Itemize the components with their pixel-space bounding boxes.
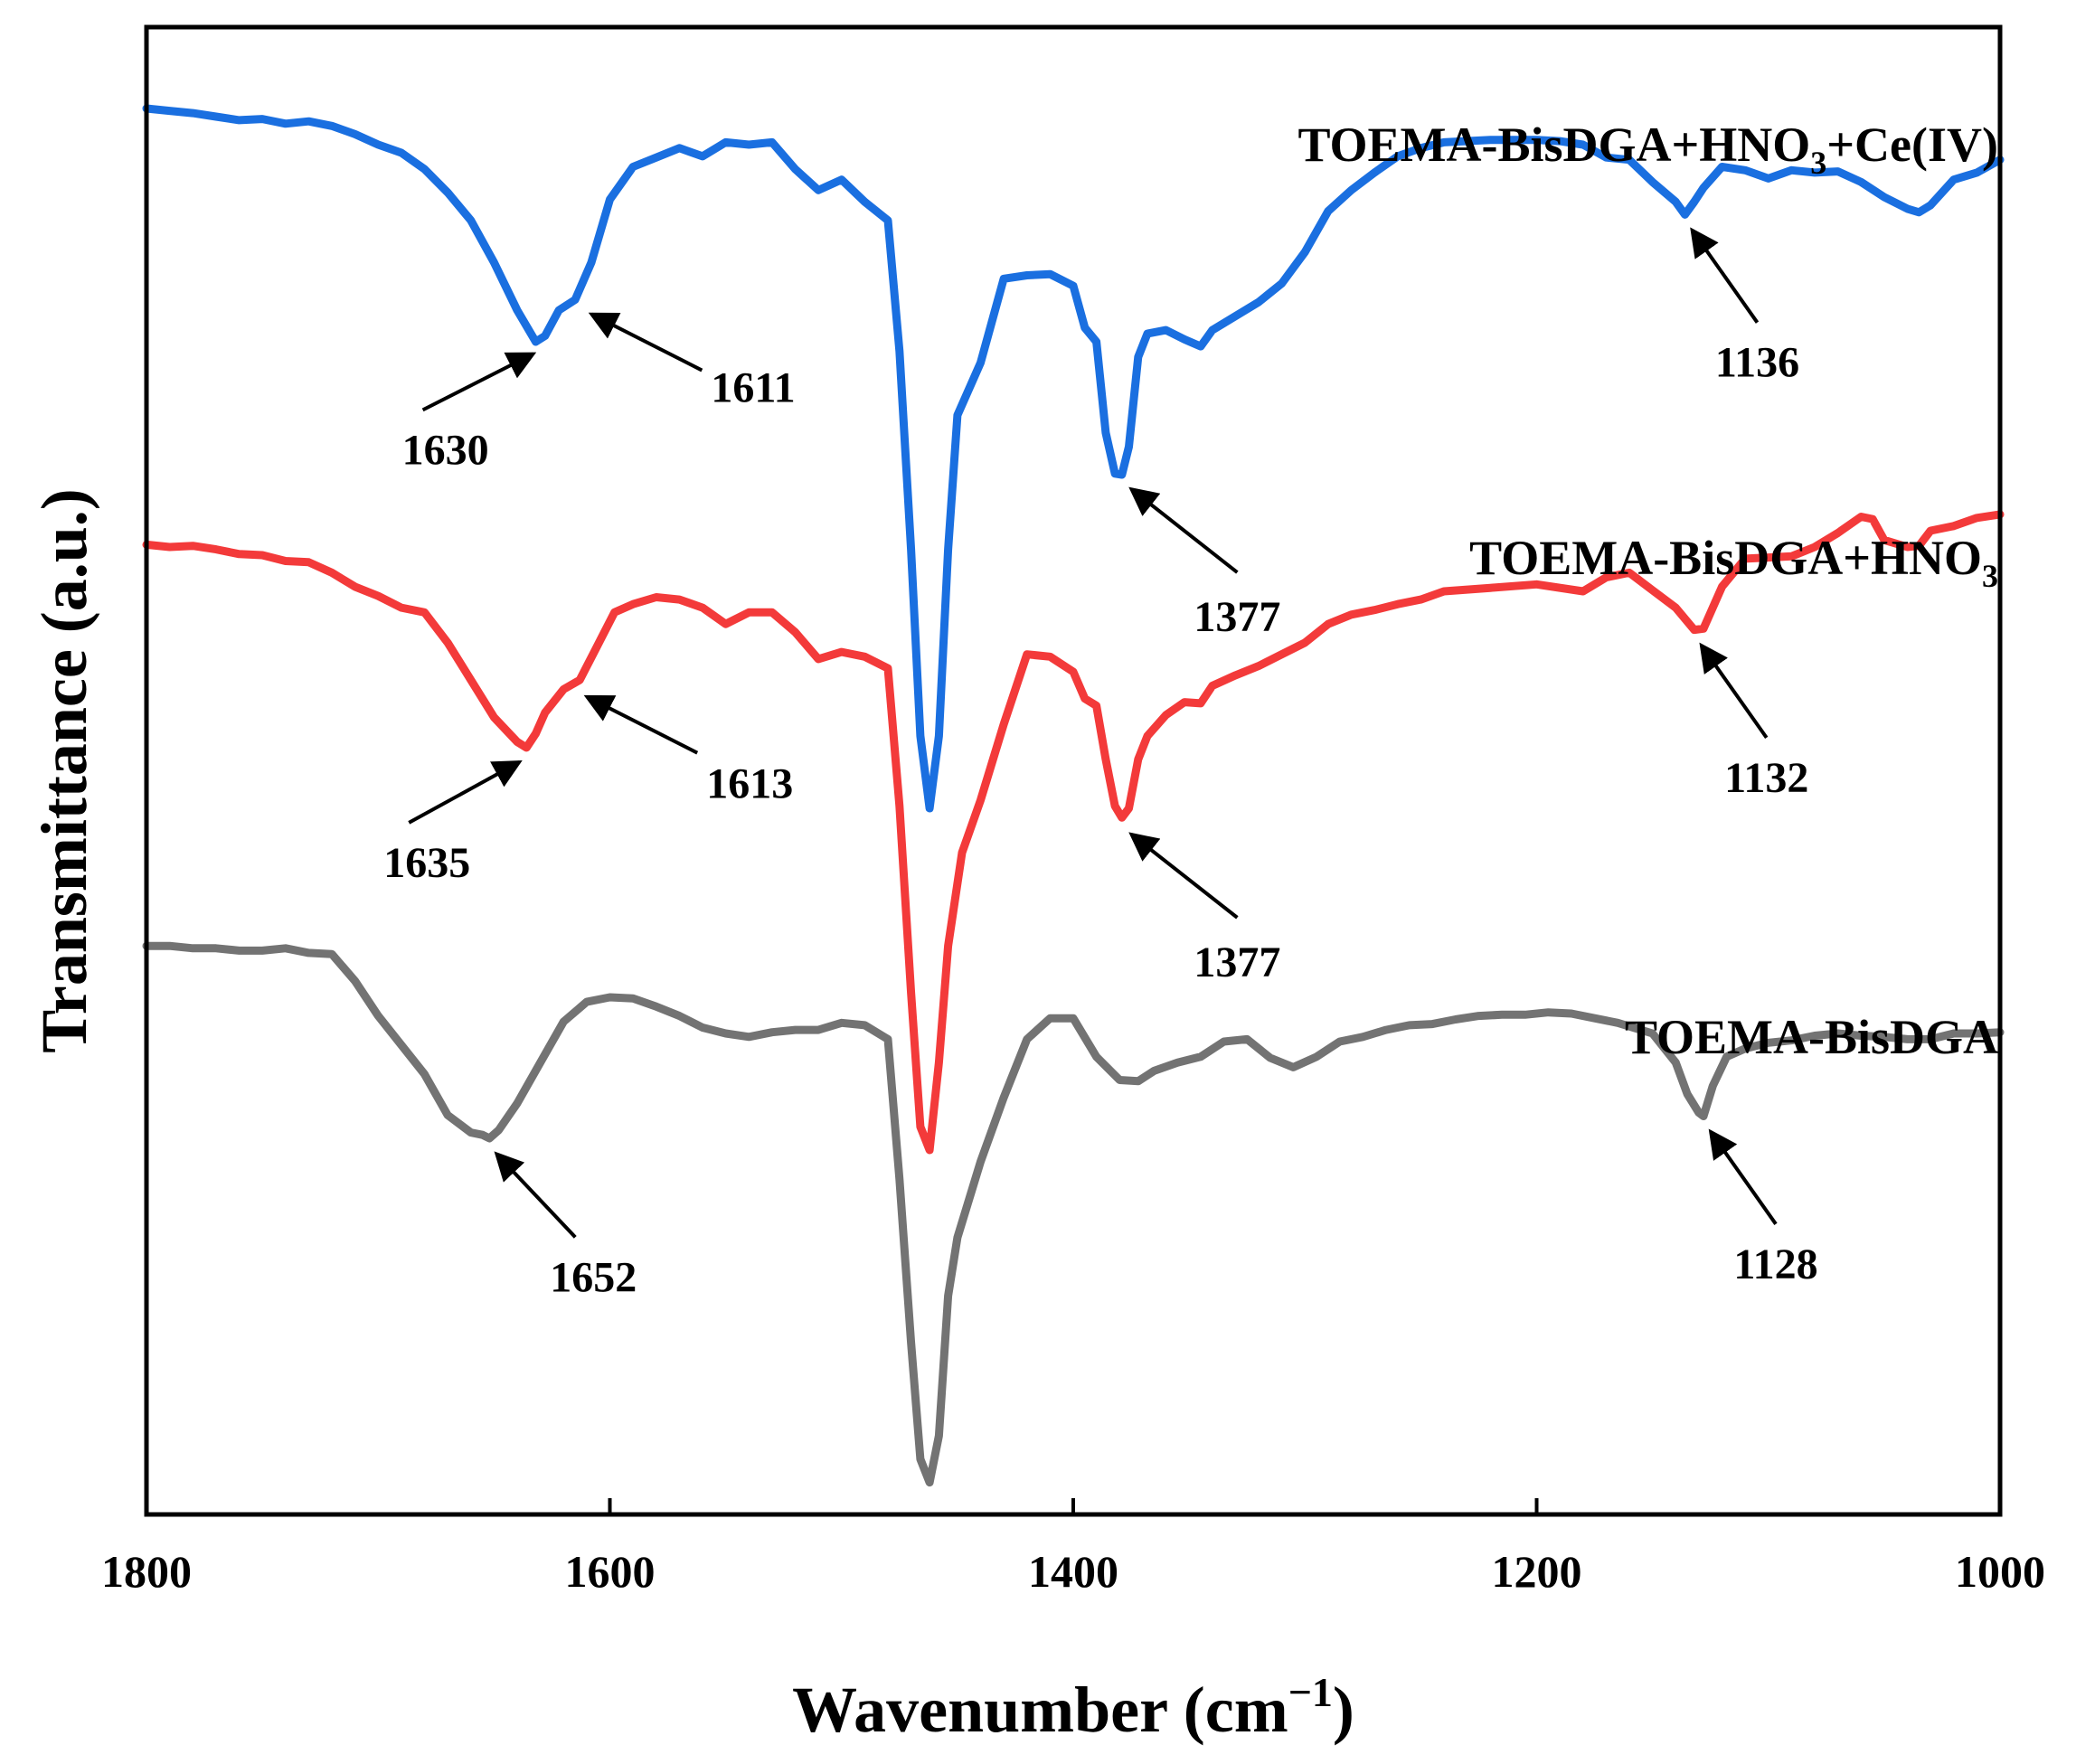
peak-arrow [494,1151,577,1239]
series-label-ce: TOEMA-BisDGA+HNO3+Ce(IV) [1298,118,1998,181]
peak-label: 1132 [1724,754,1808,802]
peak-arrow [1128,486,1239,574]
x-tick-label: 1400 [1028,1546,1118,1597]
series-line-hno3 [142,510,2005,1155]
peak-arrow [408,759,523,825]
peak-label: 1136 [1715,339,1799,387]
x-axis-title: Wavenumber (cm−1) [792,1669,1354,1746]
annotation-layer: 1630 1611 1377 1136 1635 1613 1377 1132 1652 1128 [383,227,1818,1301]
peak-arrow [1690,227,1760,324]
label-layer: Wavenumber (cm−1) Transmittance (a.u.) TOE… [28,118,1998,1746]
peak-arrow [1699,642,1769,740]
peak-arrow [583,694,699,755]
peak-arrow [421,352,537,412]
peak-label: 1377 [1194,939,1280,986]
x-tick-label: 1800 [101,1546,192,1597]
x-tick-label: 1600 [565,1546,656,1597]
peak-arrow [1708,1128,1778,1225]
peak-label: 1128 [1733,1240,1817,1288]
series-line-ce [142,104,2005,813]
series-line-bisdga [142,941,2005,1487]
peak-label: 1630 [402,426,489,474]
series-label-hno3: TOEMA-BisDGA+HNO3 [1469,531,1998,594]
peak-arrow [1128,832,1239,920]
series-layer [142,104,2005,1487]
peak-arrow [588,312,703,373]
peak-label: 1611 [711,364,795,412]
series-label-bisdga: TOEMA-BisDGA [1625,1010,1998,1064]
peak-label: 1652 [550,1253,637,1301]
axes-layer: 1800 1600 1400 1200 1000 [101,24,2045,1597]
y-axis-title: Transmittance (a.u.) [28,488,100,1053]
peak-label: 1635 [383,839,470,887]
peak-label: 1377 [1194,593,1280,641]
x-tick-label: 1200 [1492,1546,1582,1597]
plot-frame [144,24,2003,1517]
peak-label: 1613 [706,760,793,808]
x-tick-label: 1000 [1955,1546,2045,1597]
